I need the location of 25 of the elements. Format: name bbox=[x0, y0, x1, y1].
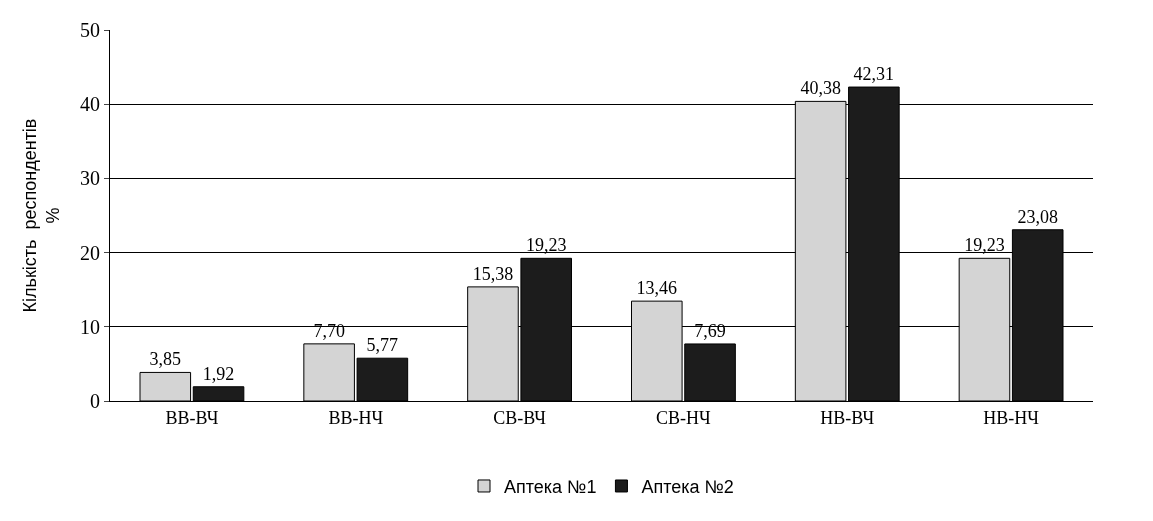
x-tick-label: ВВ-ВЧ bbox=[165, 407, 219, 428]
data-label: 13,46 bbox=[636, 278, 678, 299]
legend-label: Аптека №1 bbox=[504, 477, 597, 497]
x-tick-label: ВВ-НЧ bbox=[328, 407, 384, 428]
x-tick-label: НВ-НЧ bbox=[983, 407, 1040, 428]
data-label: 1,92 bbox=[202, 363, 235, 384]
data-label: 15,38 bbox=[472, 263, 514, 284]
legend-label: Аптека №2 bbox=[641, 477, 734, 497]
y-tick-label: 40 bbox=[80, 93, 100, 116]
data-label: 19,23 bbox=[964, 235, 1005, 256]
data-label: 3,85 bbox=[149, 349, 182, 370]
y-axis-title: Кількість респондентів % bbox=[19, 118, 64, 313]
y-tick-label: 30 bbox=[80, 167, 100, 190]
data-label: 23,08 bbox=[1017, 206, 1058, 227]
y-tick-label: 20 bbox=[80, 241, 100, 264]
y-tick-label: 50 bbox=[80, 19, 100, 41]
y-tick-label: 10 bbox=[80, 315, 100, 338]
x-tick-label: СВ-ВЧ bbox=[493, 407, 547, 428]
y-tick-label: 0 bbox=[90, 390, 100, 412]
x-tick-label: СВ-НЧ bbox=[656, 407, 712, 428]
data-label: 40,38 bbox=[800, 78, 841, 99]
data-label: 19,23 bbox=[525, 235, 567, 256]
data-label: 5,77 bbox=[366, 335, 399, 356]
x-tick-label: НВ-ВЧ bbox=[820, 407, 875, 428]
data-label: 42,31 bbox=[853, 64, 895, 85]
